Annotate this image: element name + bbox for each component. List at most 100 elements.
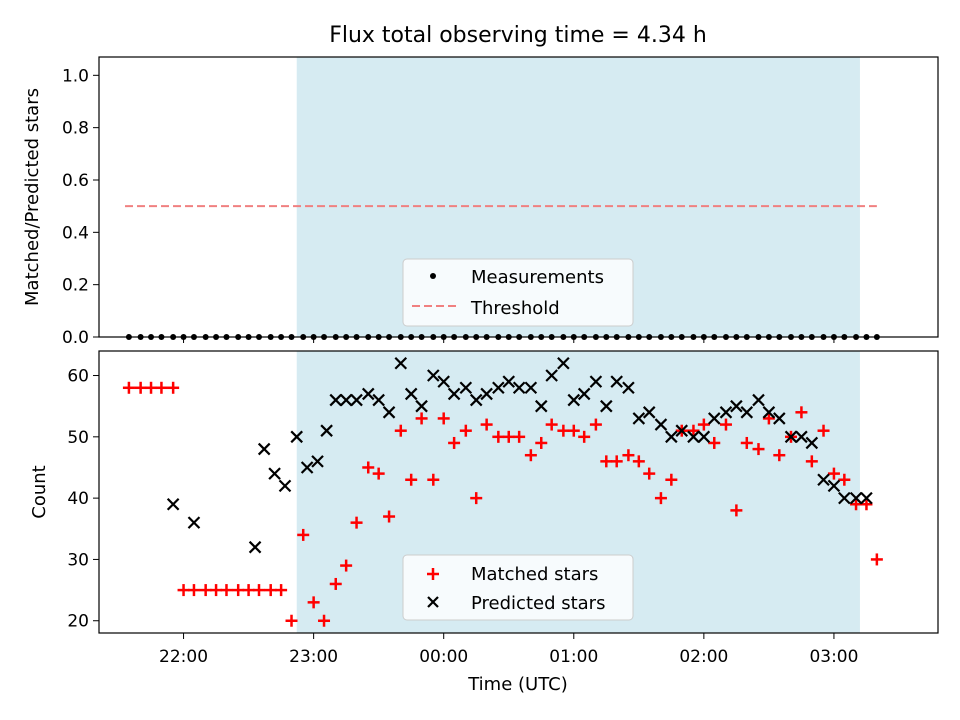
matched-star-point <box>795 406 808 419</box>
matched-star-point <box>199 584 212 597</box>
matched-star-point <box>719 418 732 431</box>
matched-star-point <box>850 498 863 511</box>
matched-star-point <box>535 436 548 449</box>
matched-star-point <box>285 614 298 627</box>
matched-star-point <box>210 584 223 597</box>
matched-legend-label: Matched stars <box>471 564 598 585</box>
predicted-star-point <box>290 430 303 444</box>
matched-star-point <box>167 381 180 394</box>
matched-star-point <box>545 418 558 431</box>
matched-star-point <box>860 498 873 511</box>
predicted-legend-marker <box>427 596 439 608</box>
count-x-ticks: 22:00 23:00 00:00 01:00 02:00 03:00 <box>159 633 858 667</box>
predicted-star-point <box>469 393 483 407</box>
matched-star-point <box>252 584 265 597</box>
matched-stars-points <box>122 381 883 627</box>
ratio-y-label: Matched/Predicted stars <box>22 88 43 306</box>
matched-star-point <box>383 510 396 523</box>
predicted-star-point <box>795 430 808 444</box>
count-ytick-label: 30 <box>67 550 89 570</box>
count-xtick-label: 01:00 <box>549 647 598 667</box>
predicted-star-point <box>329 393 343 407</box>
matched-legend-marker <box>427 568 439 580</box>
predicted-star-point <box>773 412 786 425</box>
predicted-star-point <box>339 393 353 407</box>
matched-star-point <box>610 455 623 468</box>
matched-star-point <box>318 614 331 627</box>
predicted-star-point <box>557 356 570 370</box>
predicted-star-point <box>427 369 440 382</box>
matched-star-point <box>122 381 135 394</box>
predicted-star-point <box>415 399 428 413</box>
matched-star-point <box>687 424 700 437</box>
counts-panel: 20 30 40 50 60 22:00 23:00 00:00 01:00 02:00 03:0… <box>29 350 939 695</box>
count-y-label: Count <box>29 465 50 518</box>
predicted-star-point <box>827 479 841 493</box>
ratio-ytick-label: 0.0 <box>62 328 89 348</box>
matched-star-point <box>622 449 635 462</box>
predicted-star-point <box>257 442 271 456</box>
count-y-ticks: 20 30 40 50 60 <box>67 367 99 632</box>
predicted-star-point <box>730 399 743 413</box>
matched-star-point <box>297 528 310 541</box>
count-xtick-label: 22:00 <box>159 647 208 667</box>
predicted-star-point <box>805 436 819 450</box>
predicted-star-point <box>577 387 591 401</box>
predicted-star-point <box>665 430 678 444</box>
matched-star-point <box>567 424 580 437</box>
ratio-ytick-label: 1.0 <box>62 66 89 86</box>
predicted-star-point <box>492 381 505 395</box>
predicted-star-point <box>361 387 375 401</box>
matched-star-point <box>665 473 678 486</box>
matched-star-point <box>394 424 407 437</box>
ratio-legend-box <box>402 258 634 327</box>
predicted-legend-label: Predicted stars <box>471 593 605 614</box>
matched-star-point <box>557 424 570 437</box>
predicted-star-point <box>610 375 623 388</box>
predicted-star-point <box>589 375 603 388</box>
predicted-star-point <box>545 369 558 382</box>
matched-star-point <box>480 418 493 431</box>
matched-star-point <box>427 473 440 486</box>
matched-star-point <box>762 412 775 425</box>
predicted-star-point <box>675 424 689 437</box>
matched-star-point <box>600 455 613 468</box>
predicted-star-point <box>642 406 656 419</box>
matched-star-point <box>134 381 147 394</box>
matched-star-point <box>643 467 656 480</box>
ratio-ytick-label: 0.2 <box>62 276 89 296</box>
matched-star-point <box>145 381 158 394</box>
count-legend-box <box>402 554 634 621</box>
predicted-star-point <box>512 381 526 395</box>
predicted-star-point <box>600 399 613 413</box>
chart-title: Flux total observing time = 4.34 h <box>329 23 707 48</box>
predicted-star-point <box>567 393 581 407</box>
count-ytick-label: 20 <box>67 612 89 632</box>
ratio-legend: Measurements Threshold <box>402 258 634 327</box>
matched-star-point <box>752 443 765 456</box>
matched-star-point <box>697 418 710 431</box>
matched-star-point <box>502 430 515 443</box>
predicted-star-point <box>860 491 873 505</box>
count-ytick-label: 40 <box>67 489 89 509</box>
count-xtick-label: 00:00 <box>419 647 468 667</box>
matched-star-point <box>220 584 233 597</box>
matched-star-point <box>492 430 505 443</box>
predicted-star-point <box>447 387 461 401</box>
predicted-star-point <box>502 375 516 388</box>
predicted-star-point <box>849 491 863 505</box>
ratio-axes-frame <box>98 56 939 338</box>
matched-star-point <box>838 473 851 486</box>
ratio-ytick-label: 0.4 <box>62 223 89 243</box>
predicted-star-point <box>394 356 408 370</box>
predicted-star-point <box>320 424 333 437</box>
predicted-star-point <box>480 387 493 401</box>
predicted-star-point <box>372 393 385 407</box>
matched-star-point <box>329 577 342 590</box>
matched-star-point <box>187 584 200 597</box>
predicted-star-point <box>632 412 646 425</box>
predicted-star-point <box>719 406 733 419</box>
matched-star-point <box>415 412 428 425</box>
predicted-star-point <box>382 406 396 419</box>
measurements-legend-label: Measurements <box>471 267 604 288</box>
